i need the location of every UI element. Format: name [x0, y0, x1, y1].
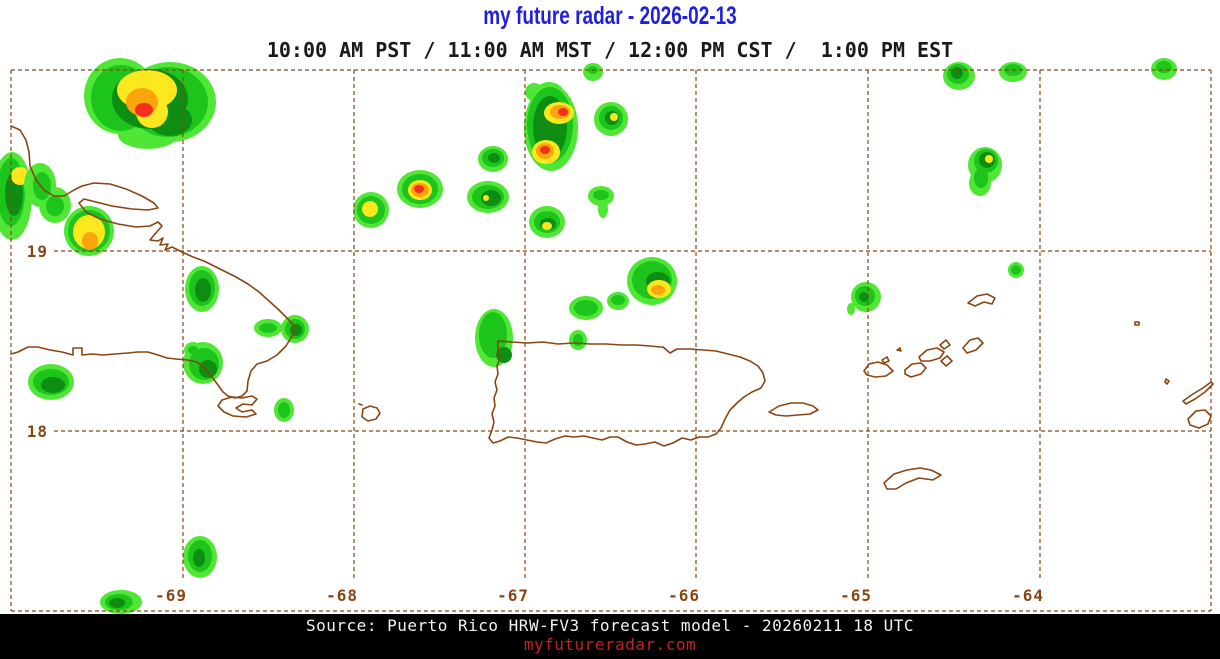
cell-north-small-2 [588, 186, 614, 218]
cell-bottom-edge [100, 590, 142, 614]
coastline-vieques [768, 402, 819, 417]
map-border [10, 69, 1212, 612]
cell-punta-cana-a [254, 319, 282, 337]
page-title: my future radar - 2026-02-13 [483, 2, 737, 30]
cell-saona [274, 398, 294, 422]
coastline-anguilla [1182, 381, 1214, 405]
coastline-tortola [967, 293, 996, 307]
lon-label: -64 [1012, 586, 1044, 605]
latlon-gridlines [10, 69, 1212, 612]
cell-samana [64, 206, 114, 256]
valid-times-subtitle: 10:00 AM PST / 11:00 AM MST / 12:00 PM C… [266, 38, 954, 62]
website-text: myfutureradar.com [523, 635, 697, 654]
cell-top-1 [943, 62, 975, 90]
coastline-mona [358, 403, 381, 422]
lon-label: -66 [668, 586, 700, 605]
cell-top-triangle [583, 63, 603, 81]
coastline-dog-island-dot [1164, 378, 1170, 385]
coastline-culebra [863, 347, 902, 378]
cell-dr-southwest [28, 364, 74, 400]
coastline-virgin-gorda [939, 337, 984, 367]
cell-pr-west [475, 309, 513, 367]
coastline-hispaniola [10, 125, 296, 399]
coastlines [10, 125, 1214, 490]
cell-south-sea [183, 536, 217, 578]
cell-dr-south-coast [183, 342, 223, 384]
cell-dot-64 [1008, 262, 1024, 278]
coastline-st-martin [1187, 409, 1212, 429]
lon-label: -68 [326, 586, 358, 605]
cell-pr-north-dot [569, 330, 587, 350]
cell-mid-ocean-1 [353, 192, 389, 228]
lat-label: 19 [27, 242, 48, 261]
cell-north-small-1 [529, 206, 565, 238]
coastline-saona [217, 395, 258, 418]
storm-north-central [524, 82, 578, 171]
lon-label: -67 [497, 586, 529, 605]
coastline-st-croix [883, 467, 942, 490]
cell-left-edge [0, 152, 32, 240]
coastline-puerto-rico [488, 340, 766, 447]
cell-north-pr-a [569, 296, 603, 320]
cell-mid-ocean-4 [467, 181, 509, 213]
cell-mid-ocean-3 [478, 146, 508, 172]
radar-echoes [0, 58, 1177, 614]
lon-label: -69 [155, 586, 187, 605]
footer-bar: Source: Puerto Rico HRW-FV3 forecast mod… [0, 614, 1220, 659]
coastline-st-john [904, 362, 927, 378]
axis-labels: -69 -68 -67 -66 -65 -64 19 18 [27, 242, 1044, 605]
cell-top-2 [999, 62, 1027, 82]
cell-north-pr-b [607, 292, 629, 310]
cell-north-central-east [594, 102, 628, 136]
storm-northwest [84, 58, 216, 149]
cell-north-pr-c [627, 257, 677, 305]
source-text: Source: Puerto Rico HRW-FV3 forecast mod… [306, 616, 914, 635]
cell-dr-east-1 [185, 266, 219, 312]
cell-east-65 [847, 282, 881, 315]
lat-label: 18 [27, 422, 48, 441]
lon-label: -65 [840, 586, 872, 605]
cell-top-far-right [1151, 58, 1177, 80]
coastline-st-thomas [918, 347, 945, 362]
cell-northeast [968, 147, 1002, 196]
cell-mid-ocean-2 [397, 170, 443, 208]
coastline-sombrero-dot [1134, 321, 1140, 326]
